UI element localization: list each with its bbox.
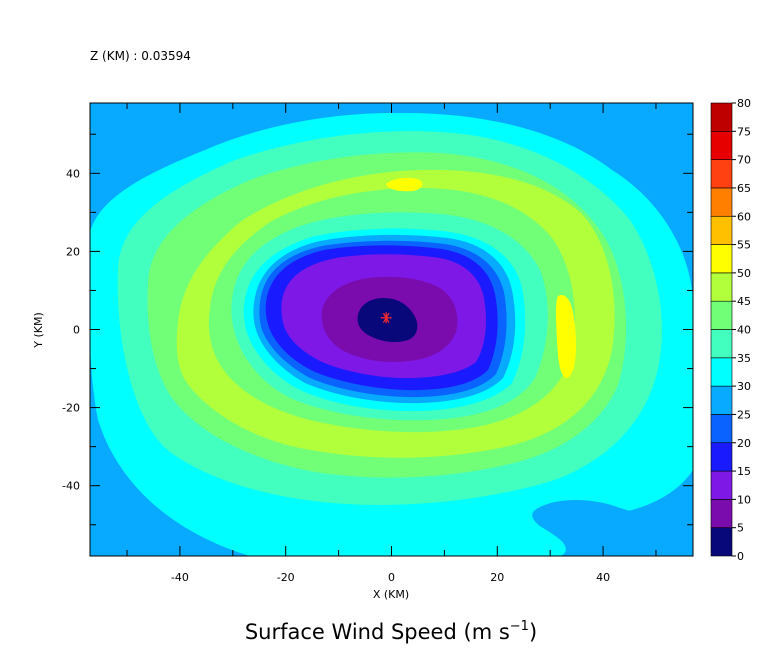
colorbar-label: 20 xyxy=(737,437,751,450)
x-tick-label: 40 xyxy=(596,571,610,584)
y-tick-label: -20 xyxy=(62,402,80,415)
colorbar-legend: 0 5 10 15 20 25 30 35 40 45 50 55 60 65 70 75 80 xyxy=(710,97,751,563)
plot-area xyxy=(89,102,694,557)
colorbar-label: 5 xyxy=(737,522,744,535)
colorbar-swatch xyxy=(710,527,733,557)
colorbar-label: 25 xyxy=(737,408,751,421)
colorbar-swatch xyxy=(710,272,733,302)
storm-center-marker xyxy=(380,312,392,324)
colorbar-swatch xyxy=(710,499,733,528)
x-tick-label: 20 xyxy=(490,571,504,584)
x-tick-label: 0 xyxy=(388,571,395,584)
colorbar-label: 50 xyxy=(737,267,751,280)
y-tick-label: 0 xyxy=(73,324,80,337)
colorbar-swatch xyxy=(710,300,733,330)
colorbar-swatch xyxy=(710,187,733,217)
y-tick-label: 40 xyxy=(66,167,80,180)
colorbar-label: 55 xyxy=(737,239,751,252)
colorbar-label: 40 xyxy=(737,324,751,337)
colorbar-swatch xyxy=(710,357,733,387)
y-tick-label: 20 xyxy=(66,245,80,258)
y-axis-label: Y (KM) xyxy=(32,312,45,349)
colorbar-label: 45 xyxy=(737,295,751,308)
contour-patch-45-50-west xyxy=(198,267,205,277)
colorbar-label: 75 xyxy=(737,125,751,138)
colorbar-swatch xyxy=(710,131,733,160)
title-units-prefix: (m s xyxy=(464,620,510,644)
title-units-exponent: −1 xyxy=(510,619,529,634)
contour-patch-25-30-southeast xyxy=(532,500,693,556)
axis-ticks xyxy=(90,103,693,556)
title-name: Surface Wind Speed xyxy=(245,620,457,644)
x-tick-label: -20 xyxy=(277,571,295,584)
x-axis-label: X (KM) xyxy=(373,588,409,601)
colorbar-swatch xyxy=(710,159,733,189)
colorbar-label: 65 xyxy=(737,182,751,195)
colorbar-swatch xyxy=(710,385,733,415)
colorbar-label: 80 xyxy=(737,97,751,110)
chart-title: Surface Wind Speed (m s−1) xyxy=(245,619,537,644)
colorbar-label: 35 xyxy=(737,352,751,365)
colorbar-swatch xyxy=(710,244,733,274)
y-tick-label: -40 xyxy=(62,480,80,493)
colorbar-label: 70 xyxy=(737,154,751,167)
x-tick-label: -40 xyxy=(171,571,189,584)
colorbar-label: 15 xyxy=(737,465,751,478)
contour-patch-50-55-north xyxy=(386,177,423,192)
title-units-suffix: ) xyxy=(529,620,537,644)
contour-patch-50-55-east xyxy=(556,294,577,379)
colorbar-swatch xyxy=(710,414,733,444)
colorbar-label: 60 xyxy=(737,210,751,223)
colorbar-swatch xyxy=(710,215,733,245)
colorbar-swatch xyxy=(710,329,733,359)
contour-fill xyxy=(90,112,693,556)
colorbar-label: 10 xyxy=(737,493,751,506)
colorbar-swatch xyxy=(710,442,733,472)
colorbar-swatch xyxy=(710,102,733,132)
height-annotation: Z (KM) : 0.03594 xyxy=(90,49,191,63)
colorbar-label: 30 xyxy=(737,380,751,393)
colorbar-label: 0 xyxy=(737,550,744,563)
colorbar-swatch xyxy=(710,470,733,500)
contour-patch-45-50-ne xyxy=(494,195,509,200)
